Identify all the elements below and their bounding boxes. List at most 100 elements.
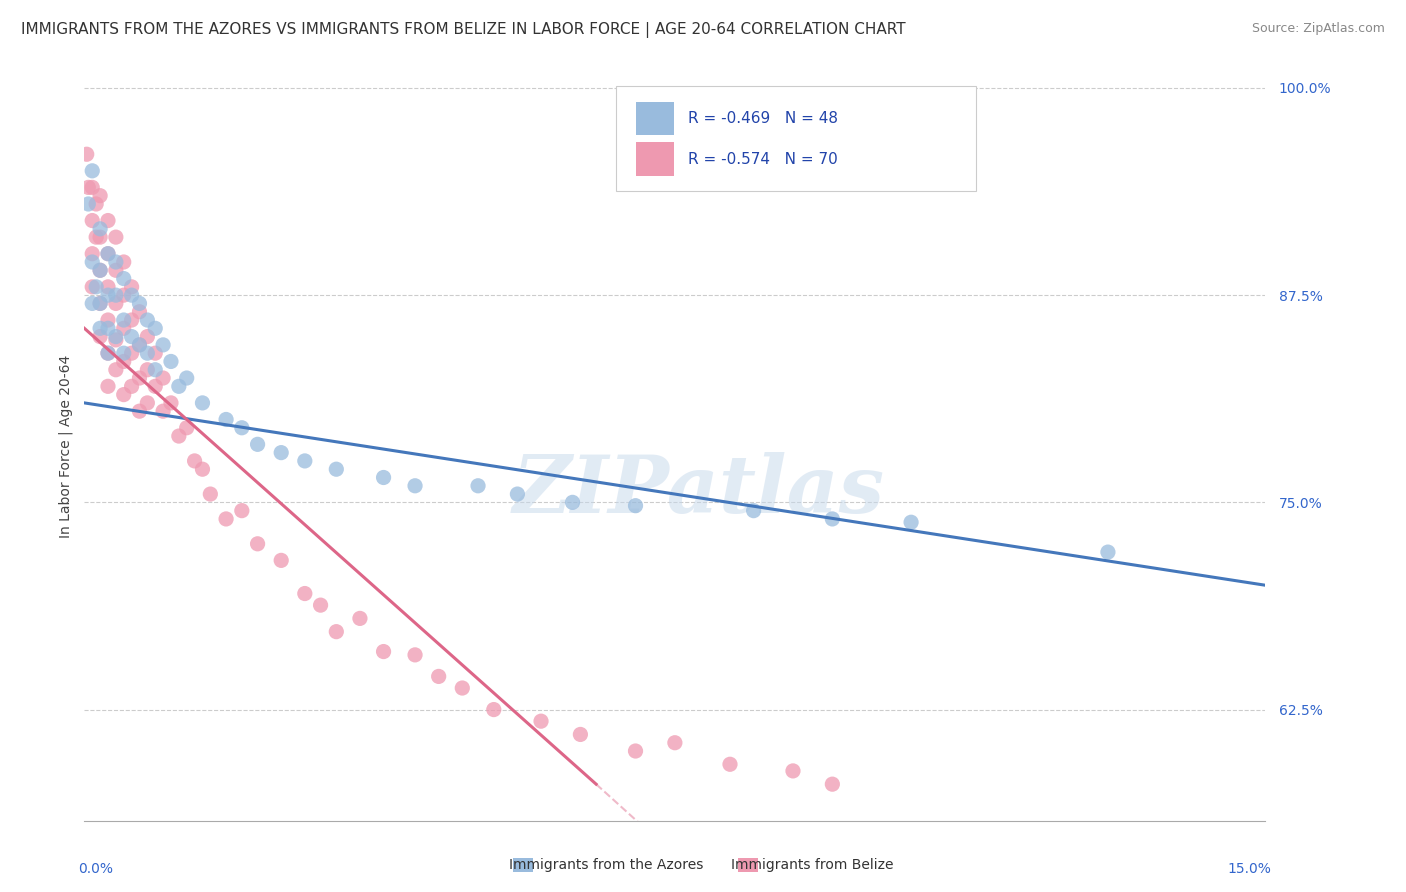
Point	[82, 213, 104, 227]
Point	[112, 255, 135, 269]
Point	[82, 246, 104, 260]
Text: Source: ZipAtlas.com: Source: ZipAtlas.com	[1251, 22, 1385, 36]
Text: 15.0%: 15.0%	[1227, 862, 1271, 876]
Point	[136, 363, 159, 377]
Point	[121, 346, 143, 360]
Point	[215, 512, 238, 526]
Point	[112, 313, 135, 327]
Bar	[738, 858, 758, 872]
Point	[104, 288, 127, 302]
Point	[104, 363, 127, 377]
Point	[160, 354, 183, 368]
Point	[89, 296, 111, 310]
Point	[1097, 545, 1119, 559]
Point	[82, 296, 104, 310]
Point	[136, 346, 159, 360]
Point	[128, 338, 150, 352]
Text: Immigrants from the Azores: Immigrants from the Azores	[509, 858, 703, 872]
Point	[112, 288, 135, 302]
Point	[530, 714, 553, 728]
Point	[309, 598, 332, 612]
Point	[82, 164, 104, 178]
Point	[821, 777, 844, 791]
Point	[200, 487, 222, 501]
Point	[152, 371, 174, 385]
Point	[97, 246, 120, 260]
Text: 0.0%: 0.0%	[79, 862, 114, 876]
Point	[143, 321, 166, 335]
Point	[121, 280, 143, 294]
Point	[782, 764, 804, 778]
Point	[97, 213, 120, 227]
Point	[128, 296, 150, 310]
Point	[104, 255, 127, 269]
Text: IMMIGRANTS FROM THE AZORES VS IMMIGRANTS FROM BELIZE IN LABOR FORCE | AGE 20-64 : IMMIGRANTS FROM THE AZORES VS IMMIGRANTS…	[21, 22, 905, 38]
Point	[294, 586, 316, 600]
Point	[664, 736, 686, 750]
Point	[742, 503, 765, 517]
Point	[128, 304, 150, 318]
Point	[121, 329, 143, 343]
Bar	[513, 858, 533, 872]
Point	[84, 197, 107, 211]
Point	[325, 462, 347, 476]
Point	[467, 479, 489, 493]
Point	[325, 624, 347, 639]
Point	[97, 288, 120, 302]
Text: R = -0.469   N = 48: R = -0.469 N = 48	[688, 112, 838, 126]
Point	[97, 321, 120, 335]
Point	[97, 346, 120, 360]
Point	[97, 379, 120, 393]
Point	[112, 346, 135, 360]
Point	[77, 197, 100, 211]
Point	[624, 744, 647, 758]
Point	[84, 230, 107, 244]
Point	[569, 727, 592, 741]
Point	[82, 280, 104, 294]
Point	[246, 437, 269, 451]
Point	[624, 499, 647, 513]
Point	[112, 387, 135, 401]
Point	[215, 412, 238, 426]
Point	[427, 669, 450, 683]
Point	[136, 329, 159, 343]
Point	[143, 346, 166, 360]
Point	[121, 288, 143, 302]
FancyBboxPatch shape	[636, 142, 673, 176]
Point	[718, 757, 741, 772]
Point	[451, 681, 474, 695]
Point	[349, 611, 371, 625]
Point	[821, 512, 844, 526]
Point	[152, 404, 174, 418]
Point	[176, 371, 198, 385]
Point	[121, 313, 143, 327]
Y-axis label: In Labor Force | Age 20-64: In Labor Force | Age 20-64	[59, 354, 73, 538]
Point	[136, 396, 159, 410]
Point	[167, 379, 190, 393]
Point	[89, 263, 111, 277]
Point	[97, 280, 120, 294]
Point	[294, 454, 316, 468]
Point	[231, 421, 253, 435]
Point	[231, 503, 253, 517]
Point	[404, 648, 426, 662]
Point	[104, 329, 127, 343]
Point	[128, 338, 150, 352]
Point	[482, 702, 505, 716]
Point	[77, 180, 100, 194]
Text: ZIPatlas: ZIPatlas	[512, 452, 884, 530]
Point	[89, 329, 111, 343]
Point	[82, 255, 104, 269]
Text: Immigrants from Belize: Immigrants from Belize	[731, 858, 894, 872]
Point	[97, 246, 120, 260]
Point	[183, 454, 205, 468]
FancyBboxPatch shape	[636, 102, 673, 136]
Point	[104, 263, 127, 277]
Point	[506, 487, 529, 501]
Point	[270, 445, 292, 459]
Point	[160, 396, 183, 410]
Point	[143, 379, 166, 393]
Point	[89, 321, 111, 335]
Point	[246, 537, 269, 551]
Point	[191, 396, 214, 410]
